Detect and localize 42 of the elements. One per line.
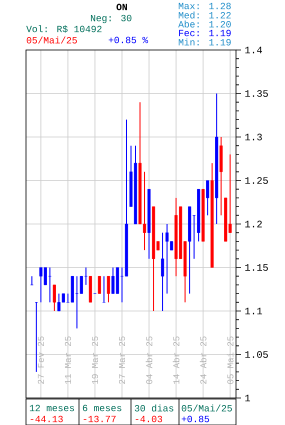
text: -44.13	[30, 416, 63, 422]
text: 05/Mai/25	[26, 36, 77, 44]
text: 12 meses	[30, 404, 74, 412]
candlestick	[111, 267, 115, 294]
text: +0.85	[182, 416, 210, 422]
candlestick	[106, 276, 110, 303]
y-tick-label: 1.4	[245, 46, 262, 54]
text: Fec: 1.19	[179, 30, 231, 36]
candlestick	[166, 224, 169, 294]
text: 30 dias	[134, 404, 174, 412]
text: 6 meses	[82, 404, 122, 412]
x-tick-label: 14 Abr 25	[172, 336, 180, 384]
text: Med: 1.22	[178, 11, 231, 19]
candlestick	[98, 276, 102, 294]
y-tick-label: 1	[245, 394, 250, 402]
text: -13.77	[84, 416, 116, 422]
y-tick-label: 1.1	[245, 308, 262, 314]
y-tick-label: 1.35	[245, 90, 268, 97]
x-tick-label: 05 Mai 25	[226, 336, 234, 384]
y-tick-label: 1.3	[245, 134, 262, 140]
x-tick-label: 27 Mar 25	[118, 336, 126, 384]
x-tick-label: 11 Mar 25	[64, 336, 71, 384]
y-tick-label: 1.15	[245, 264, 268, 271]
text: Vol: R$ 10492	[26, 25, 102, 33]
text: Abe: 1.20	[178, 20, 231, 28]
y-tick-label: 1.2	[245, 220, 262, 228]
text: +0.85 %	[108, 36, 148, 44]
text: Min: 1.19	[178, 38, 231, 46]
y-tick-label: 1.25	[245, 177, 268, 184]
text: Max: 1.28	[178, 2, 231, 10]
x-tick-label: 19 Mar 25	[92, 336, 98, 384]
y-tick-label: 1.05	[245, 351, 268, 358]
candlestick	[160, 232, 164, 312]
candlestick	[52, 284, 56, 312]
x-tick-label: 27 Fev 25	[38, 336, 44, 384]
text: ON	[116, 4, 127, 10]
x-tick-label: 24 Abr 25	[200, 336, 206, 384]
text: Neg: 30	[90, 14, 132, 24]
text: 05/Mai/25	[182, 404, 232, 412]
x-tick-label: 04 Abr 25	[146, 336, 152, 384]
text: -4.03	[136, 416, 162, 422]
candlestick	[206, 180, 210, 216]
